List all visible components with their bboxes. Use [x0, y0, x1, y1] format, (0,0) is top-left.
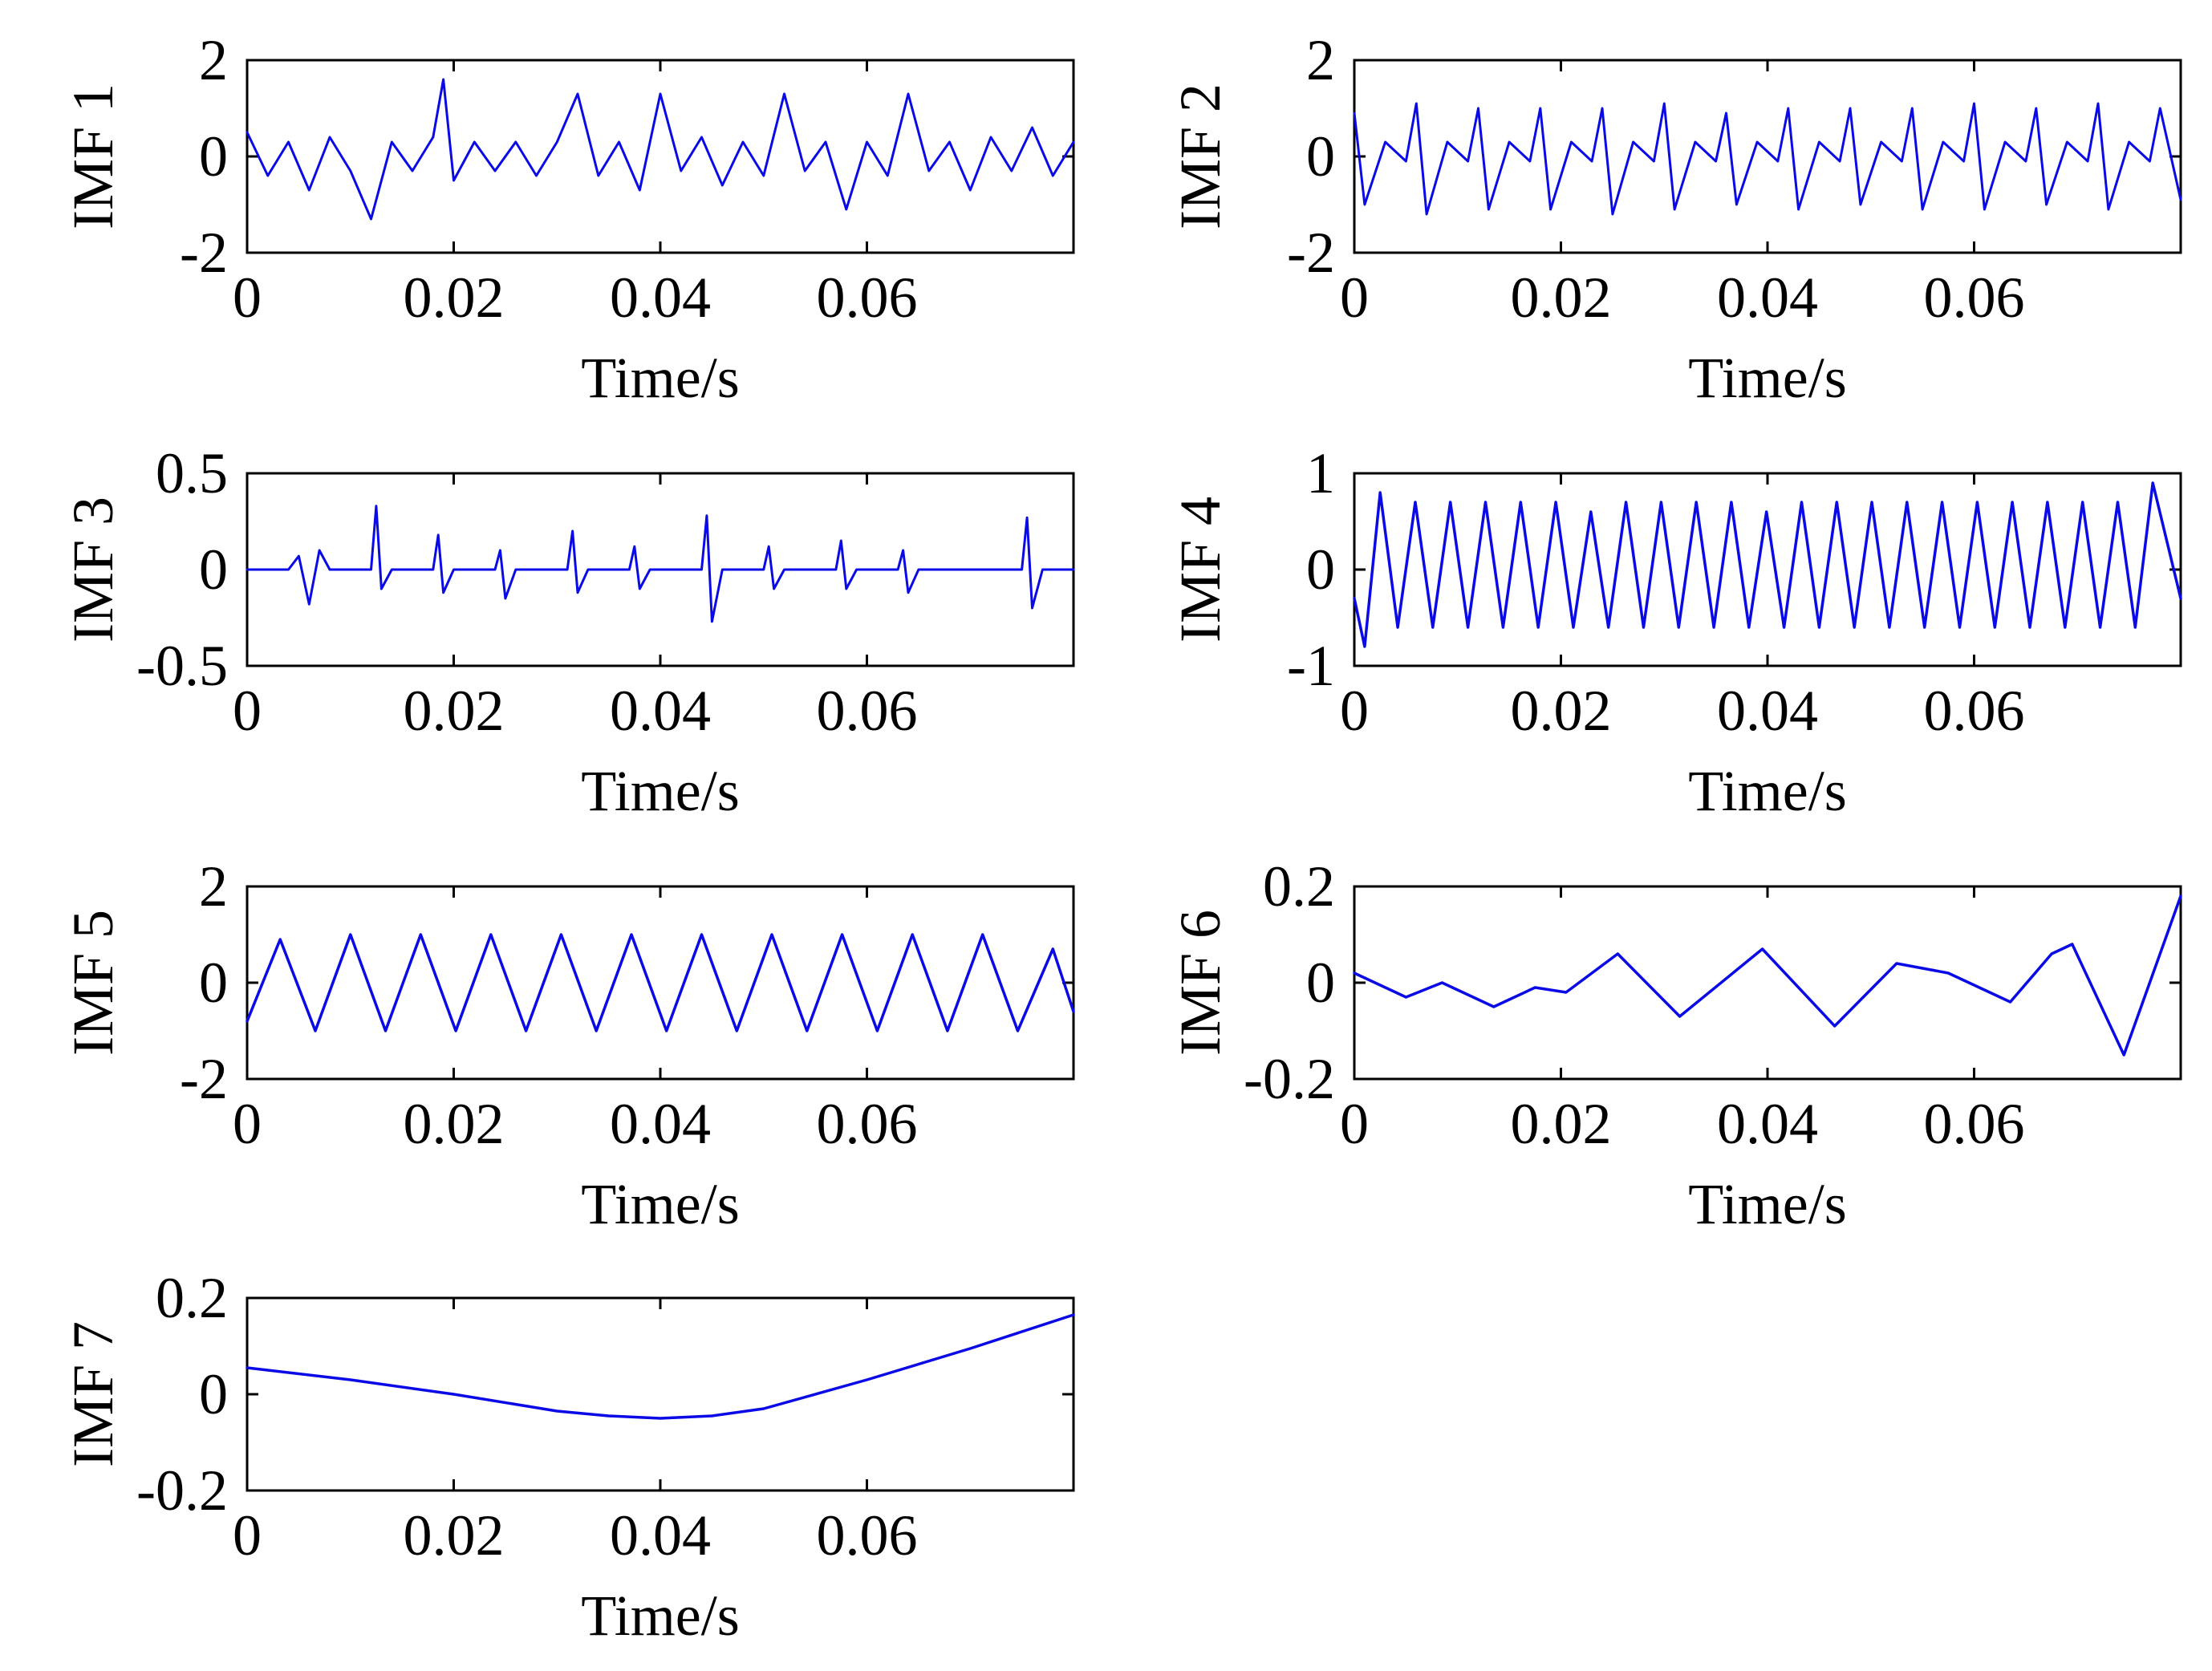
imf-1-plot-area: [246, 59, 1075, 254]
imf-3-y-tick-label: 0.5: [156, 441, 228, 505]
imf-1-y-axis-label: IMF 1: [61, 83, 125, 229]
imf-7-x-tick-label: 0: [233, 1503, 262, 1568]
imf-7-y-tick-label: 0: [199, 1362, 228, 1426]
imf-4-y-tick-label: 1: [1306, 441, 1335, 505]
imf-4-x-tick-label: 0.04: [1717, 679, 1818, 743]
imf-2-signal-line: [1353, 102, 2182, 216]
imf-6-x-tick-label: 0.06: [1924, 1092, 2025, 1156]
imf-2-plot-area: [1353, 59, 2182, 254]
imf-3-y-axis-label: IMF 3: [61, 497, 125, 643]
imf-3-y-tick-label: 0: [199, 537, 228, 602]
imf-3-signal-line: [246, 505, 1075, 623]
imf-5-y-tick-label: -2: [180, 1047, 228, 1111]
imf-5-x-tick-label: 0.04: [610, 1092, 711, 1156]
imf-1-x-tick-label: 0.04: [610, 266, 711, 330]
imf-4-y-tick-label: 0: [1306, 537, 1335, 602]
imf-6-y-tick-label: 0.2: [1263, 854, 1335, 919]
imf-4-x-tick-label: 0.06: [1924, 679, 2025, 743]
imf-6-x-tick-label: 0.04: [1717, 1092, 1818, 1156]
imf-4-x-tick-label: 0.02: [1511, 679, 1612, 743]
imf-7-plot-area: [246, 1296, 1075, 1492]
imf-2-x-tick-label: 0: [1340, 266, 1369, 330]
imf-6-x-axis-label: Time/s: [1688, 1172, 1846, 1236]
imf-1-x-axis-label: Time/s: [581, 346, 739, 410]
imf-6-signal-line: [1353, 894, 2182, 1057]
imf-4-plot-area: [1353, 472, 2182, 667]
imf-5-x-axis-label: Time/s: [581, 1172, 739, 1236]
imf-2-x-tick-label: 0.04: [1717, 266, 1818, 330]
imf-3-x-tick-label: 0.04: [610, 679, 711, 743]
imf-1-signal-line: [246, 78, 1075, 221]
imf-4-x-tick-label: 0: [1340, 679, 1369, 743]
imf-5-y-tick-label: 0: [199, 951, 228, 1015]
imf-5-plot-area: [246, 885, 1075, 1081]
imf-7-x-tick-label: 0.04: [610, 1503, 711, 1568]
imf-4-signal-line: [1353, 481, 2182, 648]
imf-3-y-tick-label: -0.5: [136, 634, 228, 698]
imf-6-plot-area: [1353, 885, 2182, 1081]
imf-5-x-tick-label: 0: [233, 1092, 262, 1156]
imf-1-x-tick-label: 0.02: [404, 266, 505, 330]
imf-5-y-tick-label: 2: [199, 854, 228, 919]
imf-3-x-tick-label: 0.02: [404, 679, 505, 743]
imf-3-x-tick-label: 0: [233, 679, 262, 743]
imf-7-y-tick-label: 0.2: [156, 1266, 228, 1330]
imf-2-y-axis-label: IMF 2: [1168, 83, 1232, 229]
imf-6-y-tick-label: 0: [1306, 951, 1335, 1015]
imf-4-x-axis-label: Time/s: [1688, 759, 1846, 823]
imf-4-y-tick-label: -1: [1287, 634, 1335, 698]
imf-2-x-tick-label: 0.02: [1511, 266, 1612, 330]
imf-5-x-tick-label: 0.02: [404, 1092, 505, 1156]
imf-7-x-tick-label: 0.02: [404, 1503, 505, 1568]
imf-2-y-tick-label: 2: [1306, 28, 1335, 92]
imf-7-x-tick-label: 0.06: [817, 1503, 918, 1568]
imf-6-y-axis-label: IMF 6: [1168, 910, 1232, 1056]
imf-5-y-axis-label: IMF 5: [61, 910, 125, 1056]
imf-5-x-tick-label: 0.06: [817, 1092, 918, 1156]
imf-1-y-tick-label: -2: [180, 221, 228, 285]
imf-1-x-tick-label: 0.06: [817, 266, 918, 330]
imf-6-y-tick-label: -0.2: [1244, 1047, 1335, 1111]
imf-2-y-tick-label: -2: [1287, 221, 1335, 285]
imf-7-signal-line: [246, 1313, 1075, 1420]
imf-6-x-tick-label: 0.02: [1511, 1092, 1612, 1156]
imf-7-y-tick-label: -0.2: [136, 1458, 228, 1523]
imf-7-x-axis-label: Time/s: [581, 1584, 739, 1648]
imf-2-y-tick-label: 0: [1306, 124, 1335, 189]
imf-7-y-axis-label: IMF 7: [61, 1321, 125, 1467]
imf-2-x-tick-label: 0.06: [1924, 266, 2025, 330]
imf-5-signal-line: [246, 933, 1075, 1032]
imf-4-y-axis-label: IMF 4: [1168, 497, 1232, 643]
imf-3-x-axis-label: Time/s: [581, 759, 739, 823]
imf-1-y-tick-label: 2: [199, 28, 228, 92]
imf-1-y-tick-label: 0: [199, 124, 228, 189]
imf-6-x-tick-label: 0: [1340, 1092, 1369, 1156]
imf-3-x-tick-label: 0.06: [817, 679, 918, 743]
imf-2-x-axis-label: Time/s: [1688, 346, 1846, 410]
imf-1-x-tick-label: 0: [233, 266, 262, 330]
